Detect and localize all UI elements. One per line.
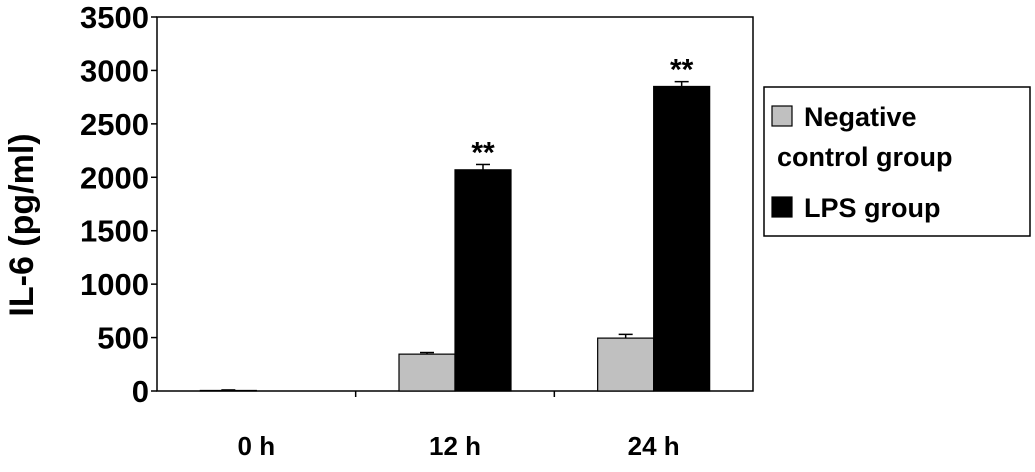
x-tick-label: 12 h xyxy=(429,431,481,461)
legend-label-negative-control: Negative control group xyxy=(777,102,952,172)
x-tick-label: 24 h xyxy=(628,431,680,461)
plot-layer: 0 500 1000 1500 2000 2500 3000 3500 0 h 12 h 24 h *… xyxy=(80,0,754,461)
y-tick-label: 500 xyxy=(97,321,149,356)
bar-negative-control xyxy=(398,353,456,392)
y-tick-label: 3000 xyxy=(80,53,149,88)
legend-swatch-negative-control xyxy=(771,105,793,127)
y-tick-label: 2500 xyxy=(80,107,149,142)
significance-marker: ** xyxy=(471,136,495,169)
legend-label-lps: LPS group xyxy=(804,193,941,223)
x-tick-label: 0 h xyxy=(238,431,276,461)
y-tick-label: 2000 xyxy=(80,160,149,195)
bar-negative-control xyxy=(597,337,655,392)
bar-lps xyxy=(653,85,711,392)
y-tick-label: 0 xyxy=(132,374,149,409)
legend: Negative control group LPS group xyxy=(763,86,1031,237)
legend-swatch-lps xyxy=(771,196,793,218)
significance-marker: ** xyxy=(670,54,694,87)
legend-box xyxy=(763,86,1031,237)
bar-lps xyxy=(454,169,512,392)
y-tick-label: 1500 xyxy=(80,214,149,249)
y-tick-label: 1000 xyxy=(80,267,149,302)
y-tick-label: 3500 xyxy=(80,0,149,35)
y-axis-title: IL-6 (pg/ml) xyxy=(3,133,41,316)
